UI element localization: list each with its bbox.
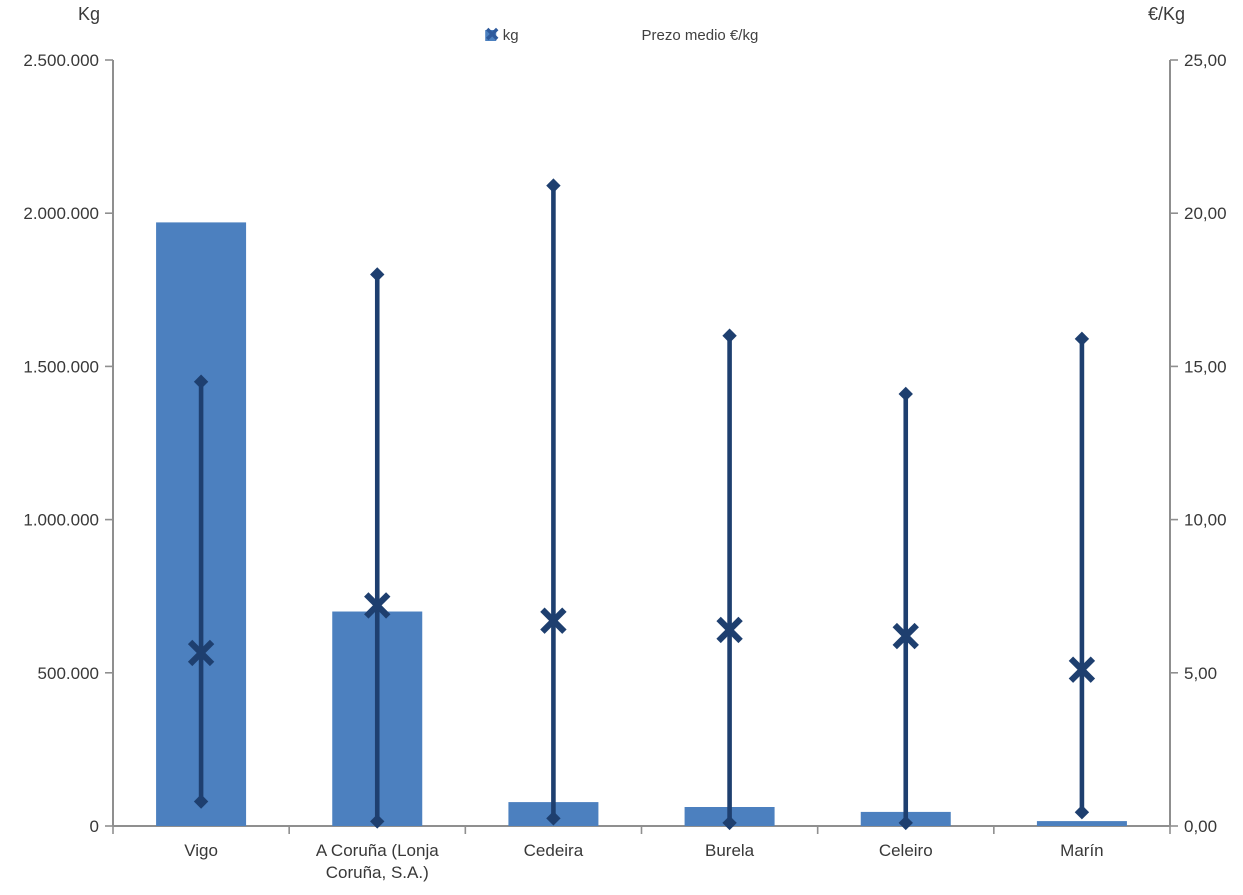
left-axis-tick-label: 2.500.000 xyxy=(23,51,99,70)
right-axis-tick-label: 0,00 xyxy=(1184,817,1217,836)
legend: kg Prezo medio €/kg xyxy=(484,27,759,44)
price-avg-marker xyxy=(892,622,919,650)
right-axis-title: €/Kg xyxy=(1148,4,1186,24)
price-min-marker xyxy=(1074,805,1090,820)
price-avg-marker xyxy=(187,639,215,667)
right-axis-tick-label: 20,00 xyxy=(1184,204,1227,223)
category-label: Coruña, S.A.) xyxy=(326,863,429,882)
legend-item-kg-label: kg xyxy=(502,27,519,44)
price-avg-marker xyxy=(540,607,567,634)
price-max-marker xyxy=(898,386,913,402)
category-label: Celeiro xyxy=(879,841,933,860)
left-axis-tick-label: 2.000.000 xyxy=(23,204,99,223)
category-label: Marín xyxy=(1060,841,1103,860)
left-axis-tick-label: 500.000 xyxy=(38,664,99,683)
price-avg-marker xyxy=(1068,656,1096,683)
category-label: Cedeira xyxy=(524,841,584,860)
price-min-marker xyxy=(898,815,913,831)
price-min-marker xyxy=(193,794,209,809)
category-label: A Coruña (Lonja xyxy=(316,841,439,860)
legend-item-prezo-medio-label: Prezo medio €/kg xyxy=(641,27,759,44)
x-marker-icon xyxy=(485,27,635,43)
category-label: Burela xyxy=(705,841,755,860)
price-avg-marker xyxy=(364,592,391,619)
price-max-marker xyxy=(546,178,561,193)
right-axis-tick-label: 15,00 xyxy=(1184,357,1227,376)
legend-item-prezo-medio: Prezo medio €/kg xyxy=(485,27,759,44)
price-max-marker xyxy=(1074,331,1090,347)
right-axis-tick-label: 10,00 xyxy=(1184,511,1227,530)
left-axis-tick-label: 1.500.000 xyxy=(23,357,99,376)
right-axis-tick-label: 25,00 xyxy=(1184,51,1227,70)
price-max-marker xyxy=(370,267,385,282)
price-max-marker xyxy=(193,374,209,389)
left-axis-tick-label: 1.000.000 xyxy=(23,511,99,530)
price-min-marker xyxy=(370,814,385,829)
price-max-marker xyxy=(722,328,737,343)
price-min-marker xyxy=(722,815,737,831)
price-avg-marker xyxy=(716,616,743,644)
left-axis-title: Kg xyxy=(77,4,100,24)
price-min-marker xyxy=(546,811,561,826)
kg-bar xyxy=(1036,821,1127,826)
category-label: Vigo xyxy=(184,841,218,860)
left-axis-tick-label: 0 xyxy=(90,817,99,836)
right-axis-tick-label: 5,00 xyxy=(1184,664,1217,683)
